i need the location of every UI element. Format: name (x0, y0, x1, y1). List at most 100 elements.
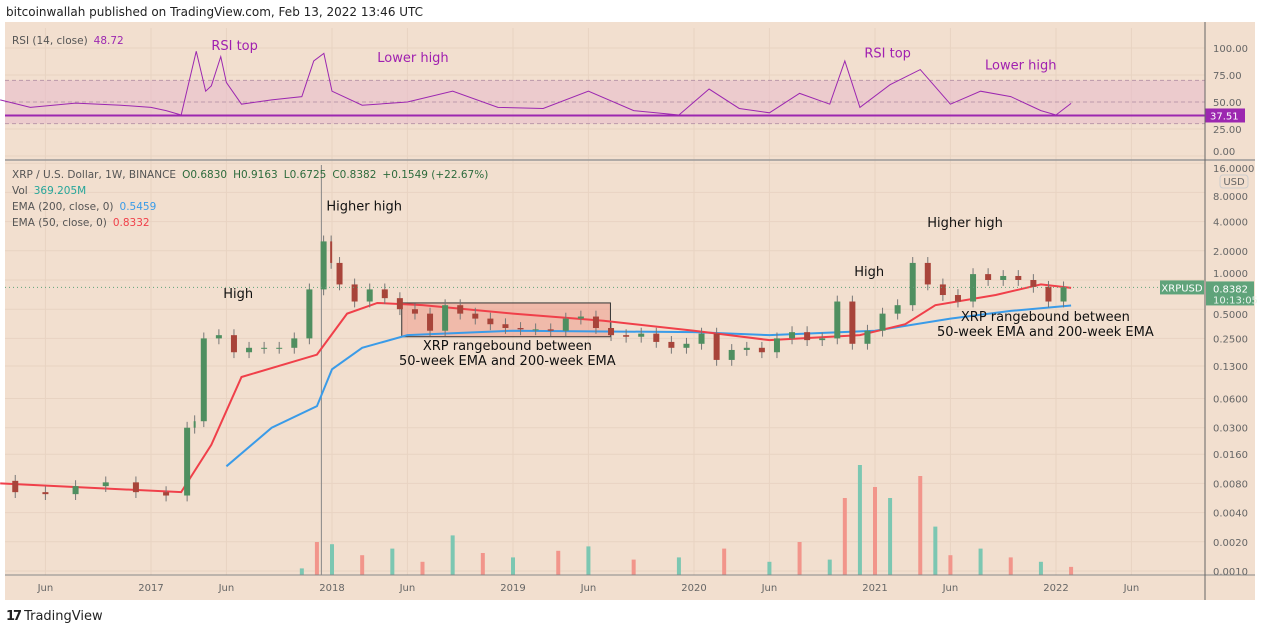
rsi-tick-label: 75.00 (1213, 71, 1242, 82)
candle-body (276, 347, 283, 349)
candle-body (442, 305, 449, 331)
candle-body (789, 332, 796, 339)
candle-body (864, 330, 871, 344)
x-tick-label: Jun (580, 583, 597, 594)
volume-bar (948, 555, 953, 575)
price-tick-label: 8.0000 (1213, 192, 1248, 203)
rsi-tick-label: 100.00 (1213, 44, 1248, 55)
rsi-line (0, 51, 1072, 116)
volume-bar (767, 561, 772, 575)
currency-badge (1219, 174, 1249, 189)
svg-text:EMA (50, close, 0)0.8332: EMA (50, close, 0) 0.8332 (12, 217, 150, 229)
x-tick-label: Jun (1123, 583, 1140, 594)
candle-body (42, 492, 49, 495)
symbol-label[interactable]: XRP / U.S. Dollar, 1W, BINANCE (12, 169, 176, 181)
candle-body (954, 295, 961, 302)
volume-bar (1038, 561, 1043, 575)
volume-bar (314, 542, 319, 575)
tradingview-logo[interactable]: 17 TradingView (6, 609, 103, 624)
rsi-legend-value: 48.72 (94, 35, 124, 47)
candle-body (163, 492, 170, 496)
rsi-band-fill (5, 80, 1205, 124)
volume-bar (586, 546, 591, 575)
x-tick-label: 2020 (681, 583, 706, 594)
candle-body (396, 298, 403, 310)
ema50-line (0, 283, 1072, 494)
volume-bar (842, 498, 847, 575)
candle-body (72, 486, 79, 495)
change-value: +0.1549 (+22.67%) (382, 169, 488, 181)
candle-body (608, 328, 615, 336)
volume-bar (330, 544, 334, 575)
svg-text:RSI (14, close)48.72: RSI (14, close) 48.72 (12, 35, 124, 47)
price-tick-label: 2.0000 (1213, 247, 1248, 258)
tv-logo-icon: 17 (6, 609, 22, 624)
last-price-badge (1206, 281, 1254, 306)
candle-body (909, 262, 916, 306)
note-label: XRP rangebound between (961, 310, 1130, 325)
candle-body (939, 284, 946, 296)
candle-body (849, 301, 856, 344)
x-tick-label: 2018 (319, 583, 344, 594)
x-tick-label: Jun (37, 583, 54, 594)
candle-body (12, 480, 19, 493)
x-tick-label: 2021 (862, 583, 887, 594)
countdown-value: 10:13:05 (1213, 295, 1258, 306)
rsi-pane: 37.51 RSI top Lower high RSI top Lower high (0, 39, 1245, 125)
candle-body (193, 421, 196, 428)
annotation-label: High (223, 287, 253, 302)
volume-bar (631, 559, 636, 575)
note-label: 50-week EMA and 200-week EMA (399, 354, 616, 369)
close-value: C0.8382 (332, 169, 376, 181)
candle-body (562, 318, 569, 331)
volume-bar (978, 548, 983, 575)
volume-bar (450, 535, 455, 575)
volume-bar (390, 548, 395, 575)
volume-bar (420, 561, 425, 575)
candle-body (773, 338, 780, 353)
annotation-label: High (854, 265, 884, 280)
candle-body (230, 335, 237, 353)
candle-body (215, 335, 222, 339)
x-tick-label: 2019 (500, 583, 525, 594)
x-tick-label: Jun (942, 583, 959, 594)
candle-body (834, 301, 841, 339)
annotation-label: Lower high (985, 59, 1056, 74)
candle-body (487, 318, 494, 325)
rsi-legend-label: RSI (14, close) (12, 35, 88, 47)
ema50-value: 0.8332 (113, 217, 150, 229)
price-tick-label: 0.5000 (1213, 310, 1248, 321)
svg-text:XRP / U.S. Dollar, 1W, BINANCE: XRP / U.S. Dollar, 1W, BINANCE O0.6830 H0.… (12, 169, 488, 181)
legend: RSI (14, close) 48.72 XRP / U.S. Dollar, … (12, 35, 488, 229)
candle-body (457, 305, 464, 314)
price-tick-label: 0.0010 (1213, 567, 1248, 578)
candle-body (547, 329, 554, 331)
price-tick-label: 1.0000 (1213, 269, 1248, 280)
candle-body (291, 338, 298, 348)
candle-body (577, 316, 584, 319)
candle-body (366, 289, 373, 302)
candle-body (381, 289, 388, 299)
svg-text:EMA (200, close, 0)0.5459: EMA (200, close, 0) 0.5459 (12, 201, 156, 213)
candle-body (472, 313, 479, 319)
price-tick-label: 4.0000 (1213, 218, 1248, 229)
annotation-label: RSI top (211, 39, 258, 54)
publisher-line: bitcoinwallah published on TradingView.c… (6, 5, 424, 19)
rsi-level-badge (1205, 108, 1245, 123)
candle-body (102, 482, 109, 487)
candle-body (261, 347, 268, 349)
candle-body (320, 241, 327, 290)
candle-body (330, 241, 333, 263)
volume-bar (556, 550, 561, 575)
candle-body (819, 338, 826, 341)
price-tick-label: 16.0000 (1213, 164, 1254, 175)
x-tick-label: Jun (761, 583, 778, 594)
price-tick-label: 0.0160 (1213, 450, 1248, 461)
axes: Jun 2017 Jun 2018 Jun 2019 Jun 2020 Jun 2021 Jun 20… (5, 22, 1255, 600)
volume-bar (1069, 566, 1074, 575)
note-label: 50-week EMA and 200-week EMA (937, 325, 1154, 340)
price-tick-label: 0.0020 (1213, 538, 1248, 549)
annotation-label: RSI top (864, 47, 911, 62)
volume-bar (797, 542, 802, 575)
candle-body (653, 333, 660, 342)
